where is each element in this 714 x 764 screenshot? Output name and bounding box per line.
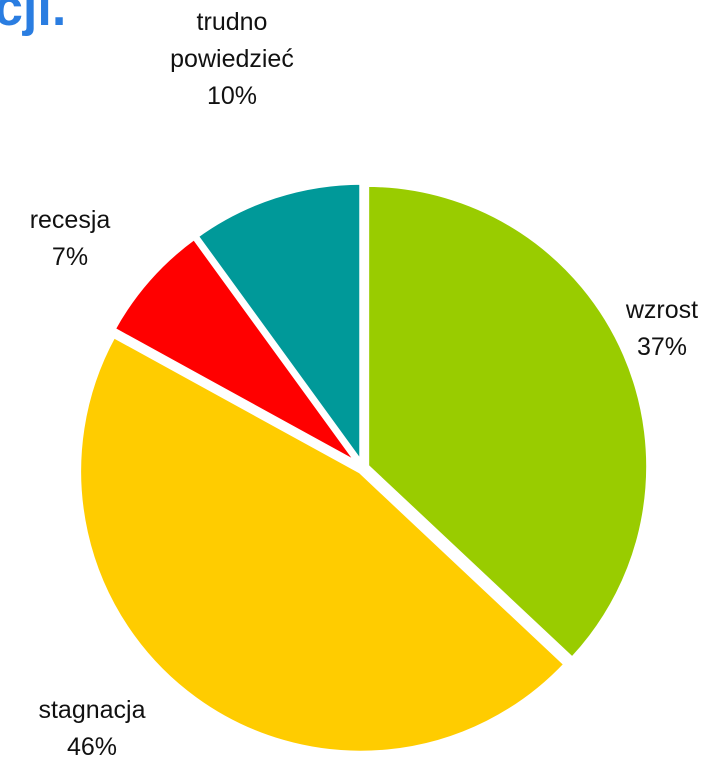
slice-label: wzrost 37% [602,292,714,366]
slice-label: stagnacja 46% [2,692,182,764]
slice-label: recesja 7% [10,202,130,276]
value-label: 46% [66,733,118,761]
pie-slice [109,233,363,468]
pie-slice [364,181,652,663]
slice-label: trudno powiedzieć 10% [147,4,317,115]
category-name: recesja [29,206,111,234]
category-name: wzrost [625,296,699,324]
value-label: 7% [51,243,89,271]
chart-title: cji. [0,0,67,37]
category-name: stagnacja [38,696,146,724]
value-label: 37% [636,333,688,361]
pie-slice [192,179,365,472]
value-label: 10% [206,82,258,110]
category-name: trudno powiedzieć [170,8,294,73]
pie-slice [76,331,570,756]
